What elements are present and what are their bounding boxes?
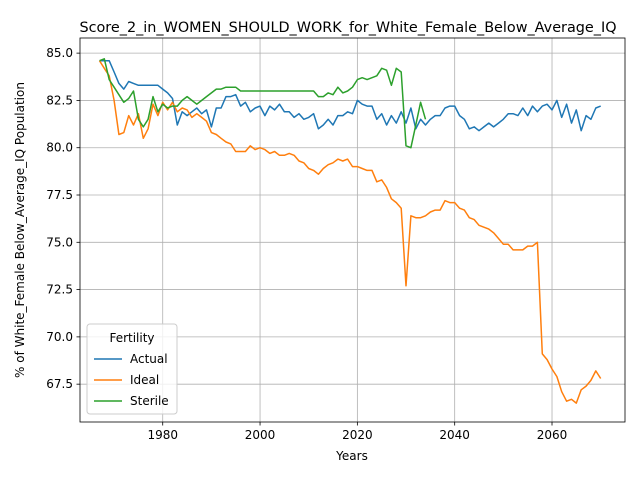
series-lines — [98, 58, 602, 404]
y-tick-label: 70.0 — [46, 330, 73, 344]
x-tick-label: 2020 — [342, 428, 373, 442]
series-line-sterile — [99, 58, 427, 149]
x-axis-label: Years — [335, 449, 368, 463]
x-tick-label: 2040 — [439, 428, 470, 442]
y-tick-label: 72.5 — [46, 283, 73, 297]
y-tick-label: 80.0 — [46, 141, 73, 155]
plot-frame — [79, 37, 626, 423]
y-axis-ticks: 67.5 70.0 72.5 75.0 77.5 80.0 82.5 85.0 — [46, 46, 80, 391]
y-tick-label: 85.0 — [46, 46, 73, 60]
legend: Fertility Actual Ideal Sterile — [86, 323, 178, 415]
x-tick-label: 1980 — [147, 428, 178, 442]
y-axis-label: % of White_Female Below_Average_IQ Popul… — [13, 82, 27, 378]
series-line-actual — [99, 59, 601, 132]
y-tick-label: 75.0 — [46, 235, 73, 249]
legend-title: Fertility — [109, 331, 154, 345]
x-tick-label: 2060 — [537, 428, 568, 442]
legend-box — [86, 323, 178, 415]
legend-label-sterile: Sterile — [130, 394, 169, 408]
legend-label-actual: Actual — [130, 352, 168, 366]
y-tick-label: 82.5 — [46, 93, 73, 107]
y-tick-label: 77.5 — [46, 188, 73, 202]
x-axis-ticks: 1980 2000 2020 2040 2060 — [147, 422, 567, 442]
legend-label-ideal: Ideal — [130, 373, 159, 387]
y-tick-label: 67.5 — [46, 377, 73, 391]
chart-title: Score_2_in_WOMEN_SHOULD_WORK_for_White_F… — [79, 20, 616, 36]
x-tick-label: 2000 — [245, 428, 276, 442]
series-line-ideal — [98, 60, 602, 404]
